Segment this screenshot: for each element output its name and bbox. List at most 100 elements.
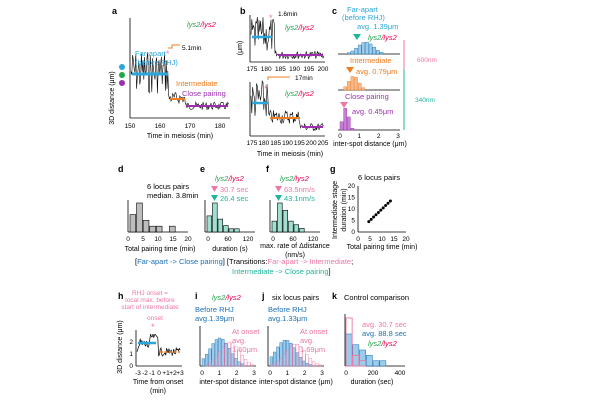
panel-a-xtick: 180 bbox=[215, 123, 226, 130]
panel-k-bar-series2 bbox=[359, 349, 366, 367]
panel-a-genotype: lys2/lys2 bbox=[187, 20, 217, 29]
panel-c-far-bar bbox=[376, 49, 380, 55]
panel-c-far-bar bbox=[357, 44, 362, 55]
panel-f-bar bbox=[271, 220, 277, 233]
panel-d-bar bbox=[129, 214, 137, 233]
panel-b-asterisk-bottom: * bbox=[264, 84, 268, 94]
panel-a-dot-close bbox=[119, 80, 125, 86]
panel-j-onset-bar bbox=[305, 354, 309, 367]
panel-i-onset-bar bbox=[250, 363, 254, 367]
panel-j-before-bar bbox=[286, 340, 290, 367]
panel-e-stat2: 26.4 sec bbox=[220, 194, 249, 203]
panel-k-label: k bbox=[332, 291, 338, 301]
panel-g-point bbox=[381, 206, 385, 210]
panel-i-onset-bar bbox=[237, 350, 241, 367]
panel-b-top-xtick: 185 bbox=[275, 66, 286, 73]
panel-k-bar-series1 bbox=[359, 360, 367, 367]
panel-i-onset-bar bbox=[240, 354, 244, 367]
panel-a-far-label: Far-apart bbox=[135, 49, 167, 58]
panel-g-xtick: 5 bbox=[368, 236, 372, 243]
panel-c-int-bar bbox=[347, 81, 351, 91]
panel-h-xtick: 0 bbox=[157, 370, 161, 377]
panel-f-bar bbox=[277, 202, 283, 233]
panel-i: i lys2/lys2 Before RHJ avg.1.39μm At ons… bbox=[195, 291, 260, 386]
panel-c-xtick: 2 bbox=[377, 133, 381, 140]
panel-g-point bbox=[376, 210, 380, 214]
panel-j-onset-bar bbox=[308, 358, 312, 367]
panel-f-label: f bbox=[266, 164, 270, 174]
panel-i-before-bar bbox=[218, 337, 222, 367]
panel-j-before-bar bbox=[279, 342, 283, 367]
panel-a-ylabel: 3D distance (μm) bbox=[109, 71, 116, 124]
panel-i-onset-bar bbox=[224, 343, 228, 367]
panel-d-xtick: 10 bbox=[154, 236, 162, 243]
panel-d-text1: 6 locus pairs bbox=[147, 182, 189, 191]
panel-g-point bbox=[369, 217, 373, 221]
panel-g-ylabel1: Intermediate stage bbox=[332, 181, 339, 239]
legend-line1: [Far-apart -> Close pairing] [Transition… bbox=[135, 257, 353, 266]
panel-g-point bbox=[388, 199, 392, 203]
panel-g-point bbox=[379, 208, 383, 212]
panel-b-xlabel: Time in meiosis (min) bbox=[257, 151, 323, 158]
panel-i-before-bar bbox=[224, 342, 228, 367]
panel-d-label: d bbox=[118, 164, 124, 174]
panel-j-onset-bar bbox=[269, 364, 273, 367]
panel-a-dot-green bbox=[119, 72, 125, 78]
panel-i-onset-bar bbox=[247, 361, 251, 367]
panel-h-xlabel2: (min) bbox=[150, 388, 166, 395]
panel-c-int-label: Intermediate bbox=[350, 56, 392, 65]
panel-f-xtick: 0 bbox=[271, 236, 275, 243]
panel-e-stat1: 30.7 sec bbox=[220, 185, 249, 194]
panel-c-dist1: 600nm bbox=[417, 57, 437, 64]
panel-b-bottom-xtick: 205 bbox=[318, 140, 329, 147]
panel-f-xlabel1: max. rate of Δdistance bbox=[260, 243, 330, 250]
panel-i-avg-onset: avg. bbox=[232, 336, 246, 345]
panel-a: a Far-apart (before RHJ) Intermediate Cl… bbox=[109, 6, 230, 140]
panel-k-bar-series2 bbox=[345, 333, 353, 367]
panel-c-avg-close: avg. 0.45μm bbox=[352, 107, 393, 116]
panel-i-onset-bar bbox=[231, 342, 235, 367]
panel-j-before-bar bbox=[305, 363, 309, 367]
panel-d-bar bbox=[149, 225, 156, 233]
panel-j-before-bar bbox=[299, 357, 303, 367]
panel-f-genotype: lys2/lys2 bbox=[280, 174, 310, 183]
panel-j-onset-bar bbox=[289, 346, 293, 367]
panel-j-onset-bar bbox=[295, 344, 299, 367]
panel-i-before-bar bbox=[214, 339, 218, 367]
panel-k-bar-series2 bbox=[366, 355, 373, 367]
panel-i-onset-bar bbox=[227, 341, 231, 367]
panel-d-bar bbox=[136, 202, 143, 233]
panel-k-title: Control comparison bbox=[344, 293, 409, 302]
panel-i-before-bar bbox=[211, 343, 215, 367]
panel-j-before-bar bbox=[273, 351, 277, 367]
panel-g-xlabel: Total pairing time (min) bbox=[347, 244, 418, 251]
panel-d-bar bbox=[142, 220, 150, 233]
panel-c-xtick: 3 bbox=[396, 133, 400, 140]
panel-c-int-bar bbox=[350, 76, 355, 91]
panel-g-ytick: 20 bbox=[348, 183, 356, 190]
panel-h-xtick: +2 bbox=[169, 370, 177, 377]
panel-a-xtick: 160 bbox=[155, 123, 166, 130]
panel-h-ytick: 2 bbox=[129, 339, 133, 346]
panel-j-xlabel: inter-spot distance (μm) bbox=[259, 379, 333, 386]
panel-j-onset-bar bbox=[299, 346, 303, 367]
panel-c-far-bar bbox=[379, 52, 384, 55]
panel-e-xlabel: duration (s) bbox=[212, 246, 247, 253]
panel-f-bar bbox=[293, 224, 299, 233]
panel-j-onset-bar bbox=[273, 363, 277, 367]
panel-b-bottom-xtick: 180 bbox=[258, 140, 269, 147]
panel-k-xtick: 400 bbox=[395, 370, 406, 377]
panel-d: d 6 locus pairs median. 3.8min 0 5 10 15 20 … bbox=[118, 164, 198, 253]
panel-h: h RHJ onset = local max. before start of… bbox=[117, 290, 184, 395]
panel-i-before-bar bbox=[240, 363, 244, 367]
panel-f-stat1: 63.5nm/s bbox=[284, 185, 315, 194]
panel-i-before-bar bbox=[221, 339, 225, 367]
panel-b-bottom-xtick: 185 bbox=[270, 140, 281, 147]
panel-i-before-bar bbox=[234, 358, 238, 367]
panel-g-point bbox=[367, 220, 371, 224]
panel-i-xtick: 2 bbox=[235, 370, 239, 377]
panel-i-onset-bar bbox=[221, 346, 225, 367]
panel-e-bar bbox=[223, 225, 229, 233]
panel-k-bar-series1 bbox=[345, 317, 353, 367]
panel-j-before-bar bbox=[269, 356, 273, 367]
